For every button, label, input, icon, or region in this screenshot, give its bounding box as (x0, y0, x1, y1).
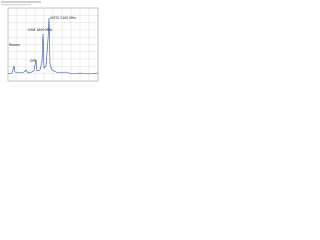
status-bar (1, 1, 41, 3)
annotation: GSM 1800 MHz (28, 28, 53, 32)
spectrum-screenshot: UMTS 2100 MHz GSM 1800 MHz Radars GPS (0, 0, 100, 84)
annotation: GPS (30, 59, 36, 63)
grid (8, 8, 98, 81)
status-bar (1, 4, 31, 6)
background (0, 0, 100, 84)
annotation: Radars (9, 43, 20, 47)
spectrum-trace (7, 17, 99, 75)
annotation: UMTS 2100 MHz (50, 16, 76, 20)
